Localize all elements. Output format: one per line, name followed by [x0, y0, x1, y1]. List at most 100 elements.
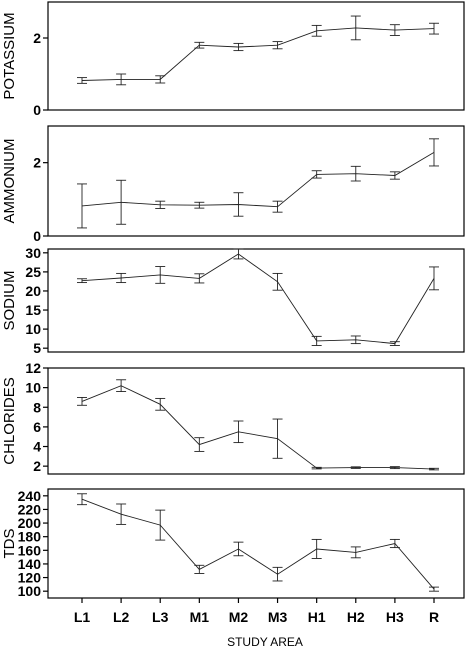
- y-tick-label: 2: [33, 458, 41, 474]
- x-tick-label: L3: [152, 609, 169, 625]
- panel-frame: [47, 1, 465, 111]
- series-line: [81, 27, 435, 81]
- error-bar: [311, 538, 322, 559]
- error-bar: [155, 509, 166, 541]
- error-bar: [350, 15, 361, 41]
- panel-0: 0 2 POTASSIUM: [1, 1, 465, 118]
- x-tick-label: H1: [308, 609, 326, 625]
- error-bar: [116, 379, 127, 393]
- x-tick-label: M2: [229, 609, 249, 625]
- error-bar: [272, 200, 283, 213]
- error-bar: [233, 42, 244, 52]
- error-bar: [350, 546, 361, 559]
- error-bar: [116, 73, 127, 86]
- error-bar: [350, 466, 361, 469]
- error-bar: [77, 396, 87, 406]
- series-line: [81, 385, 435, 470]
- error-bar: [311, 170, 322, 179]
- series-line: [81, 152, 435, 208]
- x-axis-title: STUDY AREA: [227, 635, 303, 649]
- panel-frame: [47, 367, 465, 475]
- x-tick-label: M3: [268, 609, 288, 625]
- error-bar: [311, 24, 322, 37]
- panel-frame: [47, 125, 465, 237]
- error-bar: [194, 564, 205, 574]
- x-tick-label: L1: [74, 609, 91, 625]
- x-tick-label: H2: [347, 609, 365, 625]
- y-axis-title: POTASSIUM: [1, 12, 18, 99]
- error-bar: [389, 24, 400, 36]
- y-tick-label: 0: [33, 102, 41, 118]
- error-bar: [233, 420, 244, 444]
- error-bar: [194, 437, 205, 452]
- error-bar: [155, 266, 166, 284]
- error-bar: [116, 179, 127, 225]
- x-tick-label: L2: [113, 609, 130, 625]
- error-bar: [194, 201, 205, 209]
- y-tick-label: 160: [18, 542, 42, 558]
- x-tick-label: R: [429, 609, 439, 625]
- panel-frame: [47, 488, 465, 599]
- error-bar: [194, 41, 205, 49]
- y-tick-label: 30: [25, 245, 41, 261]
- y-tick-label: 6: [33, 419, 41, 435]
- y-tick-label: 200: [18, 515, 42, 531]
- error-bar: [155, 200, 166, 209]
- error-bar: [272, 566, 283, 582]
- series-line: [81, 253, 435, 345]
- error-bar: [194, 273, 205, 284]
- error-bar: [389, 538, 400, 549]
- error-bar: [77, 183, 87, 229]
- y-tick-label: 10: [25, 321, 41, 337]
- error-bar: [429, 22, 439, 35]
- error-bar: [155, 75, 166, 84]
- error-bar: [233, 541, 244, 557]
- y-tick-label: 100: [18, 583, 42, 599]
- error-bar: [311, 335, 322, 346]
- error-bar: [272, 272, 283, 291]
- series-line: [81, 498, 435, 590]
- panel-3: 2 4 6 8 10 12 CHLORIDES: [1, 360, 465, 475]
- error-bar: [429, 467, 439, 471]
- y-axis-title: AMMONIUM: [1, 139, 18, 224]
- error-bar: [389, 341, 400, 346]
- error-bar: [429, 138, 439, 167]
- y-tick-label: 12: [25, 360, 41, 376]
- error-bar: [350, 165, 361, 182]
- error-bar: [116, 503, 127, 525]
- error-bar: [272, 41, 283, 50]
- error-bar: [77, 77, 87, 84]
- y-tick-label: 240: [18, 488, 42, 504]
- y-tick-label: 2: [33, 30, 41, 46]
- panel-2: 5 10 15 20 25 30 SODIUM: [1, 245, 465, 356]
- error-bar: [429, 266, 439, 291]
- y-tick-label: 2: [33, 155, 41, 171]
- y-tick-label: 140: [18, 556, 42, 572]
- error-bar: [389, 171, 400, 180]
- y-tick-label: 8: [33, 399, 41, 415]
- y-tick-label: 5: [33, 340, 41, 356]
- error-bar: [272, 418, 283, 459]
- y-tick-label: 15: [25, 302, 41, 318]
- error-bar: [77, 278, 87, 284]
- error-bar: [233, 248, 244, 260]
- y-axis-title: SODIUM: [1, 271, 18, 331]
- y-tick-label: 180: [18, 529, 42, 545]
- error-bar: [116, 272, 127, 284]
- y-tick-label: 25: [25, 264, 41, 280]
- error-bar: [350, 335, 361, 345]
- error-bar: [389, 466, 400, 470]
- y-axis-title: CHLORIDES: [1, 377, 18, 465]
- y-tick-label: 20: [25, 283, 41, 299]
- x-tick-label: H3: [386, 609, 404, 625]
- y-axis-title: TDS: [1, 529, 18, 559]
- error-bar: [155, 397, 166, 411]
- error-bar: [429, 586, 439, 592]
- y-tick-label: 220: [18, 501, 42, 517]
- error-bar: [311, 466, 322, 470]
- y-tick-label: 0: [33, 228, 41, 244]
- error-bar: [77, 493, 87, 506]
- x-tick-label: M1: [190, 609, 210, 625]
